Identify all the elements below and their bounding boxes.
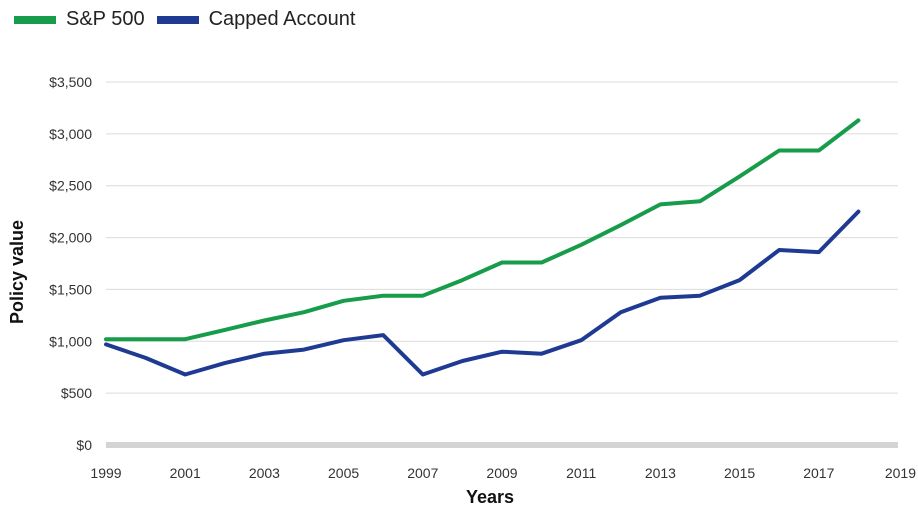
y-axis-title: Policy value xyxy=(7,220,27,324)
series-line-sp500 xyxy=(104,118,861,342)
legend-label-capped: Capped Account xyxy=(208,8,356,30)
legend: S&P 500 Capped Account xyxy=(14,8,355,31)
y-tick-label: $1,500 xyxy=(49,281,92,297)
legend-item-capped: Capped Account xyxy=(156,8,356,31)
legend-swatch-sp500 xyxy=(14,15,56,24)
y-tick-label: $3,000 xyxy=(49,126,92,142)
series-lines xyxy=(104,118,861,377)
x-tick-label: 2015 xyxy=(724,465,755,481)
x-tick-label: 2013 xyxy=(645,465,676,481)
x-tick-label: 2011 xyxy=(566,465,596,481)
y-tick-label: $3,500 xyxy=(49,74,92,90)
x-tick-label: 2017 xyxy=(803,465,834,481)
x-tick-label: 2003 xyxy=(249,465,280,481)
y-tick-label: $500 xyxy=(61,385,92,401)
x-tick-label: 2005 xyxy=(328,465,359,481)
x-tick-label: 2009 xyxy=(486,465,517,481)
gridlines xyxy=(106,81,898,448)
series-line-capped-account xyxy=(104,209,861,377)
x-tick-label: 2001 xyxy=(170,465,201,481)
y-tick-label: $2,500 xyxy=(49,178,92,194)
legend-label-sp500: S&P 500 xyxy=(66,8,145,30)
x-axis-title: Years xyxy=(466,487,514,507)
y-tick-label: $1,000 xyxy=(49,333,92,349)
x-tick-label: 2019 xyxy=(885,465,916,481)
legend-swatch-capped xyxy=(156,15,199,24)
x-tick-label: 1999 xyxy=(90,465,121,481)
y-tick-label: $2,000 xyxy=(49,230,92,246)
x-axis-ticks: 1999 2001 2003 2005 2007 2009 2011 2013 2015 2017… xyxy=(90,465,916,481)
x-tick-label: 2007 xyxy=(407,465,438,481)
y-axis-ticks: $0 $500 $1,000 $1,500 $2,000 $2,500 $3,000 $3,5… xyxy=(49,74,92,453)
y-tick-label: $0 xyxy=(76,437,92,453)
legend-item-sp500: S&P 500 xyxy=(14,8,145,31)
